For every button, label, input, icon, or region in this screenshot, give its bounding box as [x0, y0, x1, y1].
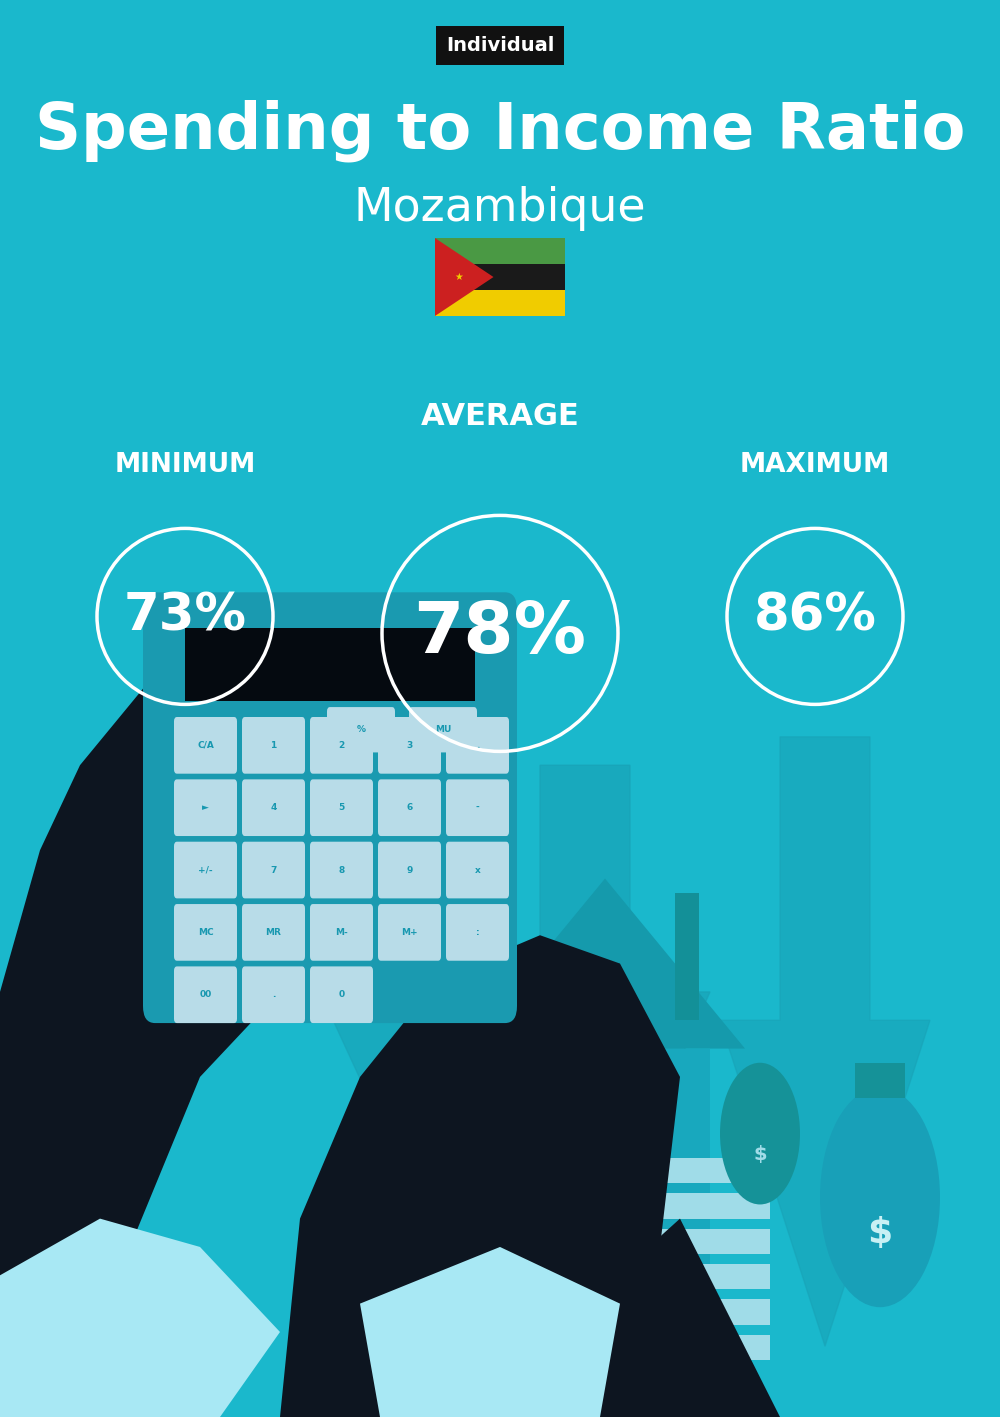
- Polygon shape: [460, 765, 710, 1275]
- Text: 6: 6: [406, 803, 413, 812]
- Text: %: %: [356, 726, 366, 734]
- Text: -: -: [476, 803, 479, 812]
- Text: :: :: [476, 928, 479, 937]
- Polygon shape: [720, 737, 930, 1346]
- Bar: [640, 1264, 770, 1289]
- Bar: [640, 1299, 770, 1325]
- Text: M+: M+: [401, 928, 418, 937]
- Polygon shape: [435, 238, 494, 316]
- FancyBboxPatch shape: [242, 966, 305, 1023]
- Bar: [435, 264, 565, 290]
- FancyBboxPatch shape: [310, 842, 373, 898]
- Text: .: .: [272, 990, 275, 999]
- Ellipse shape: [720, 1063, 800, 1204]
- FancyBboxPatch shape: [446, 842, 509, 898]
- Text: 1: 1: [270, 741, 277, 750]
- FancyBboxPatch shape: [409, 707, 477, 752]
- Text: 4: 4: [270, 803, 277, 812]
- Polygon shape: [360, 1247, 620, 1417]
- Text: 5: 5: [338, 803, 345, 812]
- Bar: [545, 1190, 580, 1360]
- Text: ►: ►: [202, 803, 209, 812]
- Polygon shape: [0, 666, 380, 1417]
- Text: 78%: 78%: [414, 599, 586, 667]
- FancyBboxPatch shape: [143, 592, 517, 1023]
- FancyBboxPatch shape: [310, 904, 373, 961]
- FancyBboxPatch shape: [378, 842, 441, 898]
- Text: M-: M-: [335, 928, 348, 937]
- Text: 8: 8: [338, 866, 345, 874]
- Text: .: .: [476, 741, 479, 750]
- Bar: [500, 1049, 710, 1360]
- FancyBboxPatch shape: [174, 779, 237, 836]
- Text: MAXIMUM: MAXIMUM: [740, 452, 890, 478]
- Text: 9: 9: [406, 866, 413, 874]
- FancyBboxPatch shape: [310, 966, 373, 1023]
- Text: Spending to Income Ratio: Spending to Income Ratio: [35, 99, 965, 162]
- Bar: [640, 1158, 770, 1183]
- Polygon shape: [0, 1219, 280, 1417]
- Polygon shape: [465, 879, 745, 1049]
- Text: ★: ★: [454, 272, 463, 282]
- Bar: [640, 1335, 770, 1360]
- Text: Individual: Individual: [446, 35, 554, 55]
- Text: 3: 3: [406, 741, 413, 750]
- FancyBboxPatch shape: [242, 779, 305, 836]
- FancyBboxPatch shape: [327, 707, 395, 752]
- Text: +/-: +/-: [198, 866, 213, 874]
- FancyBboxPatch shape: [378, 904, 441, 961]
- Polygon shape: [380, 1219, 780, 1417]
- Polygon shape: [320, 822, 490, 1176]
- FancyBboxPatch shape: [174, 717, 237, 774]
- FancyBboxPatch shape: [242, 717, 305, 774]
- Text: 0: 0: [338, 990, 345, 999]
- FancyBboxPatch shape: [310, 779, 373, 836]
- Bar: [185, 628, 475, 701]
- FancyBboxPatch shape: [446, 779, 509, 836]
- FancyBboxPatch shape: [242, 842, 305, 898]
- Polygon shape: [280, 935, 680, 1417]
- Text: $: $: [867, 1216, 893, 1250]
- Bar: [435, 290, 565, 316]
- Bar: [640, 1229, 770, 1254]
- Text: 7: 7: [270, 866, 277, 874]
- Text: 2: 2: [338, 741, 345, 750]
- FancyBboxPatch shape: [446, 904, 509, 961]
- FancyBboxPatch shape: [174, 904, 237, 961]
- Text: MU: MU: [435, 726, 451, 734]
- FancyBboxPatch shape: [310, 717, 373, 774]
- Text: MINIMUM: MINIMUM: [114, 452, 256, 478]
- Text: 00: 00: [199, 990, 212, 999]
- Text: MC: MC: [198, 928, 213, 937]
- Bar: [855, 1063, 905, 1098]
- Text: x: x: [475, 866, 480, 874]
- Bar: [435, 238, 565, 264]
- FancyBboxPatch shape: [174, 842, 237, 898]
- Ellipse shape: [820, 1088, 940, 1306]
- FancyBboxPatch shape: [378, 717, 441, 774]
- Bar: [675, 893, 699, 1020]
- Text: MR: MR: [266, 928, 281, 937]
- FancyBboxPatch shape: [378, 779, 441, 836]
- Text: 73%: 73%: [124, 591, 246, 642]
- Text: $: $: [753, 1145, 767, 1165]
- Text: C/A: C/A: [197, 741, 214, 750]
- Text: Mozambique: Mozambique: [354, 186, 646, 231]
- FancyBboxPatch shape: [174, 966, 237, 1023]
- Text: AVERAGE: AVERAGE: [421, 402, 579, 431]
- FancyBboxPatch shape: [446, 717, 509, 774]
- Text: 86%: 86%: [754, 591, 876, 642]
- Bar: [585, 1190, 620, 1360]
- FancyBboxPatch shape: [242, 904, 305, 961]
- Bar: [640, 1193, 770, 1219]
